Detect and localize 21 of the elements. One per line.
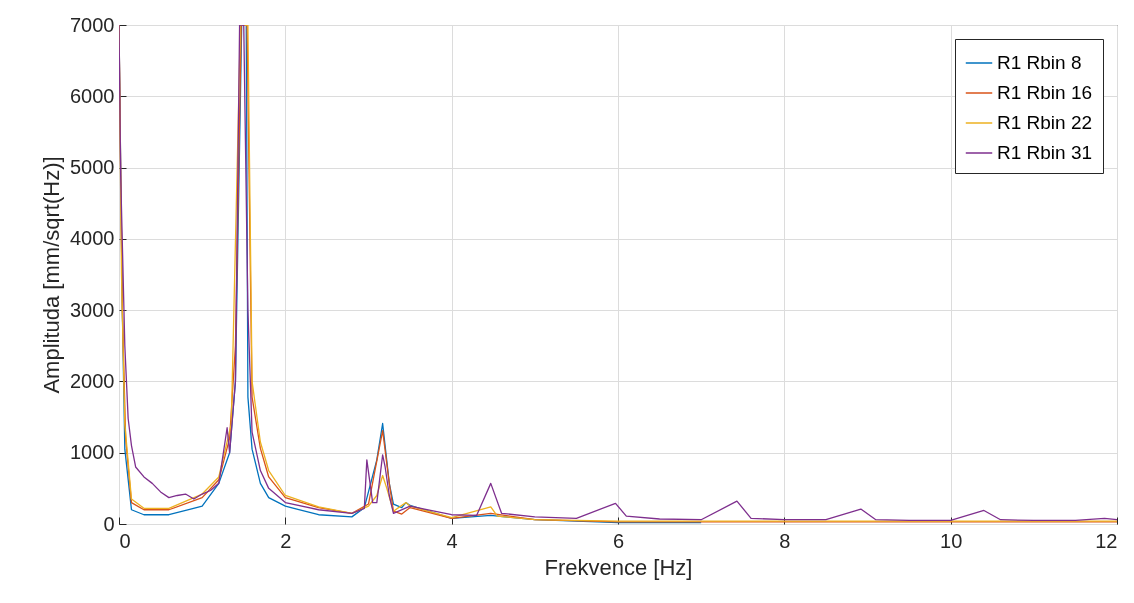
x-tick-label: 6: [612, 529, 625, 552]
y-tick-label: 3000: [70, 298, 115, 321]
x-tick-label: 12: [1095, 529, 1118, 552]
y-tick-label: 1000: [70, 441, 115, 464]
x-tick-label: 0: [119, 529, 131, 552]
y-tick-label: 5000: [70, 156, 115, 179]
x-axis-title: Frekvence [Hz]: [544, 554, 693, 580]
y-tick-label: 2000: [70, 369, 115, 392]
y-tick-label: 4000: [70, 227, 115, 250]
legend-label: R1 Rbin 31: [997, 142, 1093, 163]
x-tick-label: 2: [280, 529, 292, 552]
legend-label: R1 Rbin 16: [997, 82, 1093, 103]
legend-label: R1 Rbin 8: [997, 52, 1082, 73]
y-tick-label: 6000: [70, 84, 115, 107]
x-tick-label: 8: [779, 529, 791, 552]
y-axis-title: Amplituda [mm/sqrt(Hz)]: [39, 156, 65, 394]
y-tick-label: 7000: [70, 13, 115, 36]
x-tick-label: 10: [940, 529, 963, 552]
x-tick-label: 4: [446, 529, 458, 552]
y-tick-label: 0: [103, 512, 115, 535]
legend-label: R1 Rbin 22: [997, 112, 1093, 133]
